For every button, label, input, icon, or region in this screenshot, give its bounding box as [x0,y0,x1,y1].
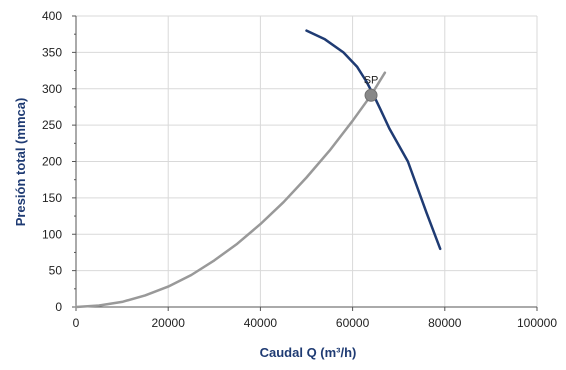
operating-point-marker [364,88,378,102]
x-tick-label: 0 [73,316,80,330]
y-tick-label: 0 [55,300,62,314]
grid-lines [76,15,538,307]
series-lines [74,29,442,309]
x-tick-label: 40000 [244,316,278,330]
y-tick-label: 300 [42,82,62,96]
tick-labels: 0 20000 40000 60000 80000 100000 0 50 100 150 200 2… [42,9,557,330]
fan-curve-line [305,29,442,251]
x-axis-title: Caudal Q (m³/h) [260,345,357,360]
y-tick-label: 400 [42,9,62,23]
x-tick-label: 20000 [152,316,186,330]
y-tick-label: 50 [49,264,63,278]
y-axis-title: Presión total (mmca) [13,98,28,227]
y-tick-label: 200 [42,155,62,169]
y-tick-label: 250 [42,118,62,132]
annotations: SP [364,74,379,102]
x-tick-label: 100000 [517,316,557,330]
x-tick-label: 60000 [336,316,370,330]
y-tick-label: 350 [42,45,62,59]
x-tick-label: 80000 [428,316,462,330]
y-tick-label: 100 [42,227,62,241]
operating-point-label: SP [364,74,379,86]
system-curve-line [74,71,387,309]
axes [72,15,538,311]
y-tick-label: 150 [42,191,62,205]
